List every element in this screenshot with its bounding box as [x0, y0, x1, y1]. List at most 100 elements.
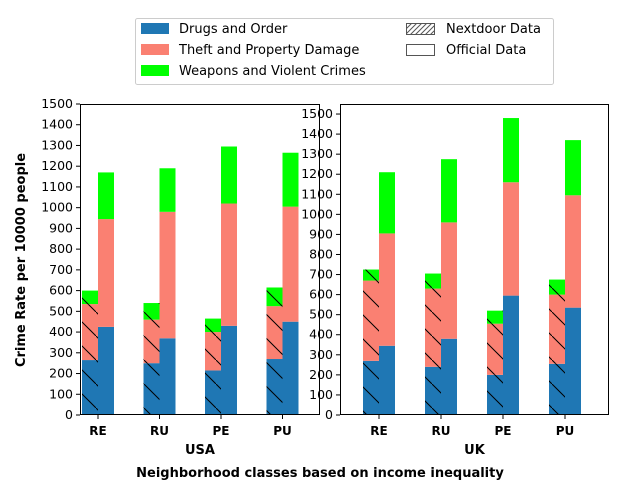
y-tick-label-usa-800: 800	[49, 241, 73, 256]
legend-label-weapons: Weapons and Violent Crimes	[179, 64, 366, 79]
bar-usa-re-official-drugs-and-order	[98, 326, 114, 415]
x-tick-label-usa-pu: PU	[273, 424, 292, 438]
bar-hatch-uk-re-nextdoor-weapons-and-violent-crimes	[363, 269, 379, 281]
y-tick-label-uk-600: 600	[309, 287, 333, 302]
legend-label-drugs: Drugs and Order	[179, 22, 288, 37]
bar-usa-pu-official-theft-and-property-damage	[282, 206, 299, 322]
bar-usa-pe-official-theft-and-property-damage	[221, 203, 237, 326]
bar-uk-re-official-drugs-and-order	[379, 345, 395, 415]
y-tick-label-usa-1100: 1100	[41, 179, 73, 194]
y-tick-label-uk-800: 800	[309, 246, 333, 261]
bar-hatch-uk-re-nextdoor-theft-and-property-damage	[363, 280, 379, 361]
legend-frame	[135, 18, 554, 85]
bar-uk-ru-official-theft-and-property-damage	[441, 222, 457, 339]
bar-hatch-uk-ru-nextdoor-theft-and-property-damage	[425, 288, 441, 367]
y-tick-label-uk-200: 200	[309, 367, 333, 382]
legend-swatch-drugs	[141, 23, 169, 34]
bar-hatch-uk-ru-nextdoor-weapons-and-violent-crimes	[425, 273, 441, 289]
y-tick-label-uk-1500: 1500	[301, 106, 333, 121]
bar-uk-pu-official-drugs-and-order	[565, 307, 581, 415]
bar-hatch-usa-pu-nextdoor-drugs-and-order	[266, 359, 283, 415]
bar-usa-pu-official-weapons-and-violent-crimes	[282, 152, 299, 207]
y-tick-label-uk-1100: 1100	[301, 186, 333, 201]
y-tick-label-usa-400: 400	[49, 324, 73, 339]
x-axis-suptitle: Neighborhood classes based on income ine…	[136, 466, 504, 480]
bar-hatch-uk-re-nextdoor-drugs-and-order	[363, 360, 379, 415]
legend: Drugs and Order Theft and Property Damag…	[135, 18, 554, 85]
y-tick-label-usa-0: 0	[65, 407, 73, 422]
bar-hatch-usa-ru-nextdoor-drugs-and-order	[143, 363, 160, 415]
x-tick-label-uk-re: RE	[370, 424, 387, 438]
y-axis-label: Crime Rate per 10000 people	[14, 153, 29, 367]
bar-uk-re-official-weapons-and-violent-crimes	[379, 172, 395, 234]
legend-label-theft: Theft and Property Damage	[178, 43, 359, 58]
bar-hatch-uk-pe-nextdoor-theft-and-property-damage	[487, 323, 503, 375]
bar-uk-ru-official-drugs-and-order	[441, 338, 457, 415]
y-tick-label-uk-1400: 1400	[301, 126, 333, 141]
legend-label-nextdoor: Nextdoor Data	[446, 22, 541, 37]
y-tick-label-uk-100: 100	[309, 387, 333, 402]
bar-hatch-usa-pu-nextdoor-theft-and-property-damage	[266, 306, 283, 360]
bar-hatch-uk-pe-nextdoor-drugs-and-order	[487, 374, 503, 415]
bar-hatch-uk-pu-nextdoor-drugs-and-order	[549, 363, 565, 415]
y-tick-label-usa-900: 900	[49, 220, 73, 235]
y-tick-label-uk-0: 0	[325, 407, 333, 422]
legend-swatch-weapons	[141, 65, 169, 76]
y-tick-label-uk-700: 700	[309, 267, 333, 282]
bar-hatch-uk-pe-nextdoor-weapons-and-violent-crimes	[487, 310, 503, 324]
y-tick-label-uk-500: 500	[309, 307, 333, 322]
bar-hatch-uk-pu-nextdoor-theft-and-property-damage	[549, 294, 565, 364]
y-tick-label-usa-1400: 1400	[41, 117, 73, 132]
axes-frame-usa	[80, 104, 320, 415]
y-tick-label-uk-1200: 1200	[301, 166, 333, 181]
x-axis-label-usa: USA	[185, 443, 215, 458]
x-tick-label-usa-re: RE	[89, 424, 106, 438]
bar-hatch-uk-ru-nextdoor-drugs-and-order	[425, 366, 441, 415]
y-tick-label-usa-300: 300	[49, 345, 73, 360]
y-tick-label-usa-700: 700	[49, 262, 73, 277]
bar-hatch-usa-ru-nextdoor-theft-and-property-damage	[143, 319, 160, 364]
bar-usa-pe-official-drugs-and-order	[221, 325, 237, 415]
bar-uk-pu-official-weapons-and-violent-crimes	[565, 140, 581, 196]
bar-uk-ru-official-weapons-and-violent-crimes	[441, 159, 457, 223]
y-tick-label-uk-1300: 1300	[301, 146, 333, 161]
legend-label-official: Official Data	[446, 43, 526, 58]
bar-usa-ru-official-theft-and-property-damage	[159, 211, 176, 339]
bar-usa-re-official-weapons-and-violent-crimes	[98, 172, 114, 220]
x-tick-label-uk-pe: PE	[495, 424, 512, 438]
bar-usa-ru-official-drugs-and-order	[159, 338, 176, 415]
bar-hatch-uk-pu-nextdoor-weapons-and-violent-crimes	[549, 279, 565, 295]
bar-hatch-usa-pe-nextdoor-drugs-and-order	[205, 370, 221, 415]
bar-uk-pu-official-theft-and-property-damage	[565, 195, 581, 308]
y-tick-label-uk-300: 300	[309, 347, 333, 362]
y-tick-label-uk-1000: 1000	[301, 206, 333, 221]
x-tick-label-usa-pe: PE	[213, 424, 230, 438]
x-tick-label-uk-ru: RU	[432, 424, 451, 438]
bar-uk-pe-official-weapons-and-violent-crimes	[503, 118, 519, 183]
panel-uk: RE RU PE PU 0 100 200 300 400 500 600 700 800 900 1000…	[301, 104, 609, 458]
y-tick-label-usa-600: 600	[49, 283, 73, 298]
bar-hatch-usa-ru-nextdoor-weapons-and-violent-crimes	[143, 303, 160, 320]
bar-usa-pu-official-drugs-and-order	[282, 321, 299, 415]
bar-hatch-usa-re-nextdoor-theft-and-property-damage	[82, 304, 98, 361]
y-tick-label-usa-1500: 1500	[41, 96, 73, 111]
x-tick-label-uk-pu: PU	[556, 424, 575, 438]
bar-hatch-usa-pu-nextdoor-weapons-and-violent-crimes	[266, 287, 283, 307]
y-tick-label-usa-1000: 1000	[41, 200, 73, 215]
x-tick-label-usa-ru: RU	[150, 424, 169, 438]
y-tick-label-usa-1300: 1300	[41, 137, 73, 152]
axes-frame-uk	[340, 104, 609, 415]
bar-uk-pe-official-theft-and-property-damage	[503, 182, 519, 296]
bar-usa-ru-official-weapons-and-violent-crimes	[159, 168, 176, 212]
bar-usa-re-official-theft-and-property-damage	[98, 219, 114, 327]
bar-hatch-usa-pe-nextdoor-weapons-and-violent-crimes	[205, 318, 221, 333]
y-tick-label-uk-900: 900	[309, 226, 333, 241]
y-tick-label-usa-1200: 1200	[41, 158, 73, 173]
bar-uk-pe-official-drugs-and-order	[503, 295, 519, 415]
bar-hatch-usa-pe-nextdoor-theft-and-property-damage	[205, 332, 221, 371]
y-tick-label-usa-500: 500	[49, 303, 73, 318]
y-tick-label-usa-100: 100	[49, 386, 73, 401]
bar-usa-pe-official-weapons-and-violent-crimes	[221, 146, 237, 204]
panel-usa: RE RU PE PU 0 100 200 300 400 500 600 700 800 900 1000…	[41, 96, 320, 458]
